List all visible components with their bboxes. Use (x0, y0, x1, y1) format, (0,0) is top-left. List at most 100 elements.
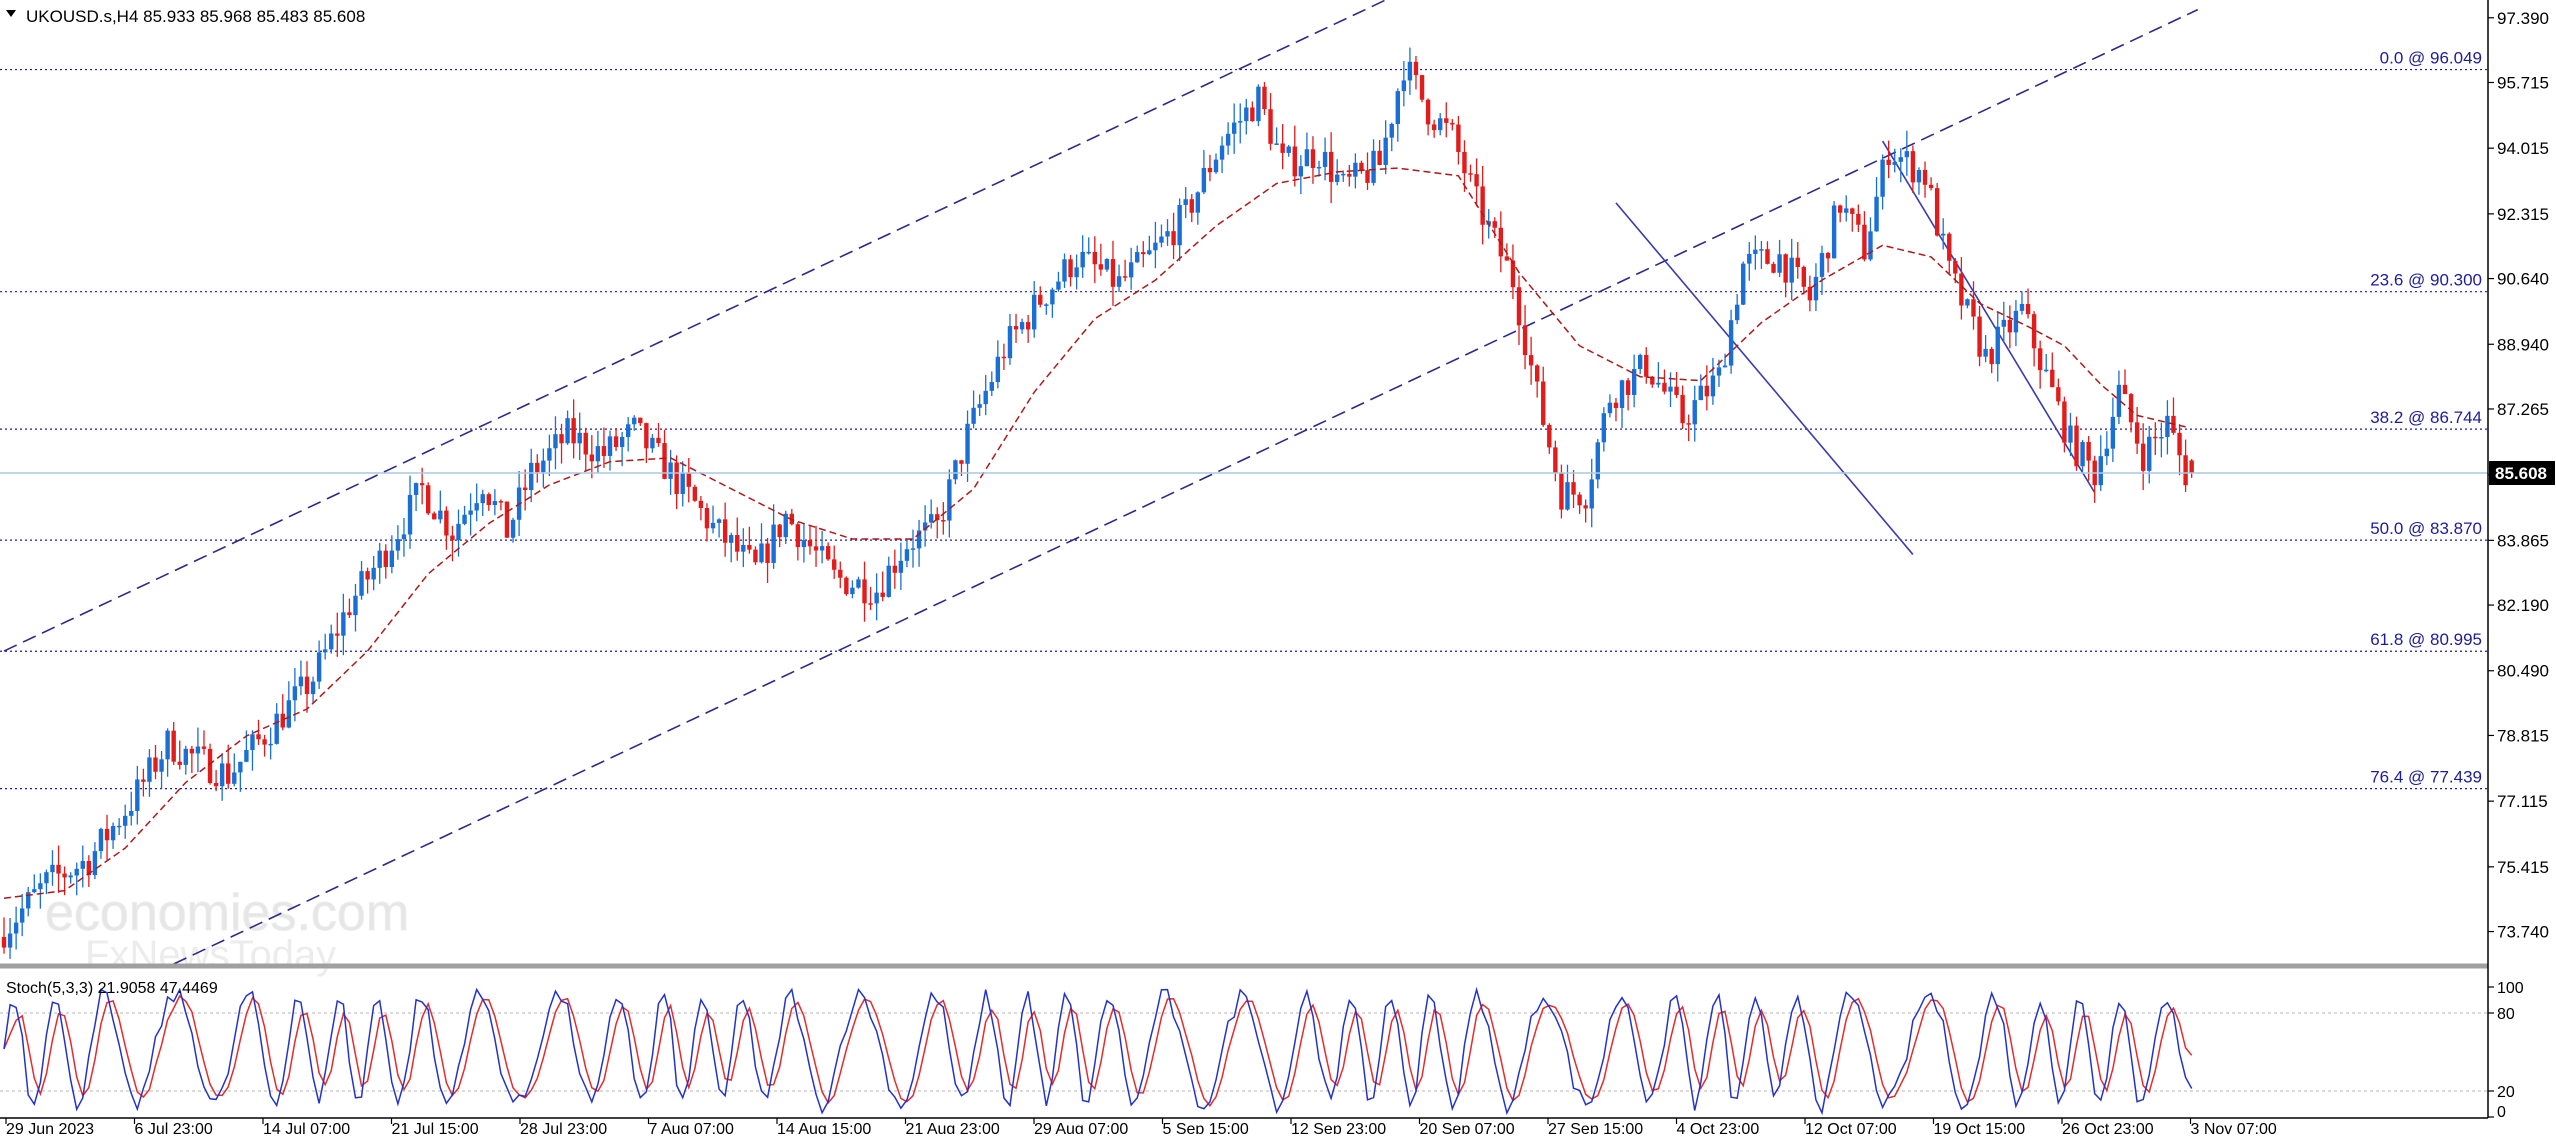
candle-body (1080, 251, 1085, 268)
candle-body (329, 633, 334, 650)
candle-body (1256, 86, 1261, 122)
price-tick-label: 92.315 (2497, 205, 2549, 224)
time-tick-label: 12 Oct 07:00 (1805, 1121, 1897, 1134)
candle-body (650, 437, 655, 449)
candle-body (1074, 267, 1079, 278)
candle-body (1262, 86, 1267, 110)
candle-body (2104, 448, 2110, 457)
candle-body (1444, 118, 1449, 123)
candle-body (1704, 385, 1710, 397)
candle-body (1589, 479, 1594, 509)
candle-body (2080, 441, 2085, 467)
candle-body (753, 549, 758, 563)
time-tick-label: 5 Sep 15:00 (1163, 1121, 1249, 1134)
candle-body (1104, 259, 1110, 270)
candle-body (432, 513, 437, 520)
chart-header[interactable]: UKOUSD.s,H4 85.933 85.968 85.483 85.608 (6, 7, 365, 26)
candle-body (1425, 99, 1431, 125)
candle-body (1631, 369, 1637, 395)
candle-body (56, 864, 61, 874)
candle-body (135, 779, 140, 811)
menu-triangle-icon[interactable] (6, 10, 16, 17)
candle-body (1898, 157, 1903, 162)
candle-body (1013, 326, 1019, 330)
price-tick-label: 83.865 (2497, 531, 2549, 550)
fib-level-label: 23.6 @ 90.300 (2370, 271, 2482, 290)
candle-body (1710, 375, 1716, 397)
candle-body (1680, 394, 1685, 424)
candle-body (1510, 260, 1516, 288)
candle-body (141, 779, 146, 782)
candle-body (359, 571, 364, 596)
candle-body (547, 448, 552, 461)
candle-body (474, 503, 479, 511)
time-tick-label: 12 Sep 23:00 (1291, 1121, 1386, 1134)
candle-body (226, 763, 231, 784)
candle-body (450, 535, 455, 541)
candle-body (1916, 169, 1922, 183)
candle-body (1431, 124, 1437, 131)
time-tick-label: 14 Jul 07:00 (263, 1121, 350, 1134)
fib-level-label: 50.0 @ 83.870 (2370, 519, 2482, 538)
candle-body (316, 652, 322, 682)
candle-body (1456, 124, 1461, 152)
candle-body (722, 519, 728, 543)
price-axis[interactable]: 97.390 95.715 94.015 92.315 90.640 88.940 87.2… (2488, 9, 2549, 942)
candle-body (98, 828, 104, 852)
candle-body (2159, 437, 2164, 439)
candle-body (613, 436, 619, 448)
fib-level-label: 0.0 @ 96.049 (2380, 49, 2482, 68)
candle-body (492, 501, 498, 506)
candle-body (771, 524, 776, 563)
candle-body (1910, 151, 1916, 183)
candle-body (365, 571, 370, 580)
price-tick-label: 75.415 (2497, 858, 2549, 877)
candle-body (595, 446, 601, 462)
candle-body (856, 579, 861, 588)
candle-body (171, 730, 176, 762)
candle-body (1, 936, 7, 948)
candle-body (807, 540, 813, 547)
candle-body (1395, 91, 1400, 125)
candle-body (1359, 162, 1364, 171)
candle-body (825, 546, 831, 560)
candle-body (1365, 170, 1370, 183)
candle-body (74, 868, 79, 876)
candle-body (886, 565, 891, 597)
candle-body (310, 681, 316, 695)
candle-body (977, 404, 982, 408)
candle-body (165, 730, 170, 760)
candle-body (256, 734, 261, 740)
time-tick-label: 26 Oct 23:00 (2062, 1121, 2154, 1134)
candle-body (456, 523, 461, 541)
candle-body (1801, 266, 1807, 287)
price-tick-label: 88.940 (2497, 335, 2549, 354)
candle-body (1698, 385, 1703, 401)
candle-body (941, 520, 946, 522)
candle-body (704, 508, 710, 529)
candle-body (1819, 252, 1825, 277)
candle-body (1583, 505, 1588, 509)
candle-body (1383, 137, 1388, 165)
candle-body (680, 472, 685, 494)
candle-body (1716, 367, 1722, 376)
candle-body (1116, 276, 1122, 287)
candle-body (656, 437, 661, 444)
candle-body (1892, 161, 1897, 165)
candle-body (1304, 149, 1310, 167)
candle-body (1807, 286, 1813, 301)
candle-body (783, 513, 788, 538)
candle-body (1171, 231, 1176, 246)
candle-body (201, 746, 207, 749)
candle-body (583, 432, 588, 455)
candle-body (159, 759, 164, 772)
candle-body (1207, 167, 1213, 173)
candle-body (38, 883, 43, 890)
price-tick-label: 80.490 (2497, 662, 2549, 681)
candle-body (1789, 257, 1794, 283)
fib-level-label: 61.8 @ 80.995 (2370, 630, 2482, 649)
candle-body (692, 486, 698, 501)
candle-body (2147, 436, 2152, 471)
